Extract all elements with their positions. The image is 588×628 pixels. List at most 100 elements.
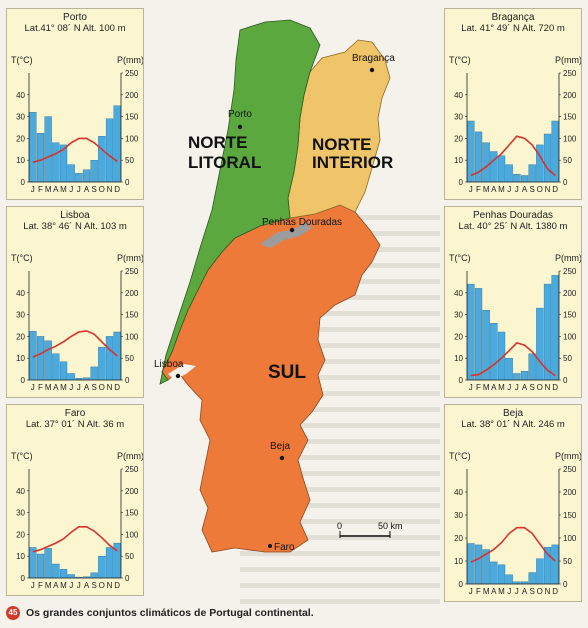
precipitation-bar: [497, 155, 506, 183]
precipitation-bar: [536, 144, 544, 183]
month-label: A: [84, 383, 90, 392]
city-dot-porto: [237, 124, 243, 130]
axis-label-temperature: T(°C): [11, 55, 33, 65]
precipitation-tick-label: 200: [563, 91, 577, 100]
precipitation-tick-label: 0: [563, 376, 568, 385]
figure-caption-text: Os grandes conjuntos climáticos de Portu…: [26, 607, 314, 619]
month-label: J: [469, 185, 473, 194]
precipitation-bar: [67, 574, 75, 579]
axis-label-precipitation: P(mm): [555, 253, 581, 263]
precipitation-bar: [505, 574, 513, 585]
background-text-line: [240, 471, 440, 476]
city-faro: Faro: [274, 542, 295, 553]
temperature-tick-label: 10: [16, 156, 25, 165]
precipitation-tick-label: 150: [563, 311, 577, 320]
month-label: M: [60, 383, 67, 392]
precipitation-bar: [543, 133, 552, 183]
precipitation-bar: [67, 164, 75, 183]
temperature-tick-label: 20: [16, 332, 25, 341]
month-label: O: [99, 581, 105, 590]
precipitation-bar: [82, 169, 91, 183]
precipitation-bar: [551, 544, 559, 585]
precipitation-tick-label: 200: [125, 289, 139, 298]
month-label: M: [60, 185, 67, 194]
month-label: O: [537, 185, 543, 194]
precipitation-bar: [497, 564, 506, 585]
month-label: F: [38, 383, 43, 392]
precipitation-tick-label: 0: [563, 178, 568, 187]
city-dot-lisboa: [175, 373, 181, 379]
month-label: F: [476, 383, 481, 392]
precipitation-bar: [36, 553, 45, 579]
month-label: A: [522, 185, 528, 194]
city-porto: Porto: [228, 109, 252, 120]
month-label: M: [483, 587, 490, 596]
precipitation-tick-label: 200: [563, 289, 577, 298]
month-label: D: [114, 185, 120, 194]
month-label: F: [476, 587, 481, 596]
month-label: S: [530, 587, 535, 596]
precipitation-bar: [29, 547, 37, 579]
month-label: M: [498, 587, 505, 596]
temperature-tick-label: 0: [21, 574, 26, 583]
tejo-estuary: [168, 364, 196, 380]
temperature-tick-label: 10: [16, 354, 25, 363]
penhas-douradas-highland: [260, 222, 312, 248]
figure-caption: 45 Os grandes conjuntos climáticos de Po…: [6, 606, 314, 620]
precipitation-bar: [551, 275, 559, 381]
month-label: J: [507, 587, 511, 596]
city-dot-beja: [279, 455, 285, 461]
precipitation-bar: [520, 175, 529, 183]
climograph-name: Beja: [502, 408, 523, 419]
background-text-line: [240, 439, 440, 444]
precipitation-tick-label: 100: [125, 530, 139, 539]
month-label: N: [107, 383, 113, 392]
precipitation-bar: [90, 159, 98, 183]
climograph-porto: Porto Lat.41° 08´ N Alt. 100 m T(°C) P(mm…: [6, 8, 144, 200]
month-label: A: [53, 383, 59, 392]
month-label: J: [69, 185, 73, 194]
month-label: S: [92, 185, 97, 194]
background-text-line: [240, 487, 440, 492]
label-norte-interior-2: INTERIOR: [312, 153, 393, 172]
month-label: A: [522, 383, 528, 392]
month-label: A: [84, 581, 90, 590]
month-label: J: [69, 383, 73, 392]
month-label: F: [38, 581, 43, 590]
background-text-line: [240, 375, 440, 380]
axis-label-precipitation: P(mm): [117, 451, 143, 461]
precipitation-bar: [90, 366, 98, 381]
month-label: O: [99, 383, 105, 392]
axis-label-precipitation: P(mm): [555, 451, 581, 461]
month-label: J: [515, 383, 519, 392]
month-label: D: [552, 185, 558, 194]
temperature-tick-label: 30: [16, 311, 25, 320]
temperature-line: [32, 330, 118, 358]
climograph-coords: Lat. 37° 01´ N Alt. 36 m: [25, 419, 125, 430]
background-text-line: [240, 359, 440, 364]
precipitation-tick-label: 150: [563, 511, 577, 520]
climograph-braganca: Bragança Lat. 41° 49´ N Alt. 720 m T(°C)…: [444, 8, 582, 200]
background-text-line: [240, 551, 440, 556]
temperature-tick-label: 40: [454, 289, 463, 298]
background-text-line: [240, 407, 440, 412]
precipitation-bar: [44, 340, 52, 381]
precipitation-tick-label: 250: [563, 465, 577, 474]
precipitation-bar: [52, 563, 60, 579]
precipitation-tick-label: 250: [563, 69, 577, 78]
precipitation-tick-label: 200: [125, 487, 139, 496]
month-label: F: [476, 185, 481, 194]
temperature-line: [470, 342, 556, 377]
month-label: O: [99, 185, 105, 194]
month-label: N: [107, 185, 113, 194]
precipitation-bar: [543, 546, 552, 585]
temperature-tick-label: 0: [21, 376, 26, 385]
climograph-coords: Lat. 41° 49´ N Alt. 720 m: [461, 23, 565, 34]
temperature-tick-label: 20: [454, 534, 463, 543]
precipitation-bar: [105, 547, 114, 579]
climograph-penhas-douradas: Penhas Douradas Lat. 40° 25´ N Alt. 1380…: [444, 206, 582, 398]
month-label: D: [114, 383, 120, 392]
precipitation-bar: [75, 173, 83, 183]
temperature-tick-label: 0: [21, 178, 26, 187]
precipitation-bar: [536, 307, 544, 381]
